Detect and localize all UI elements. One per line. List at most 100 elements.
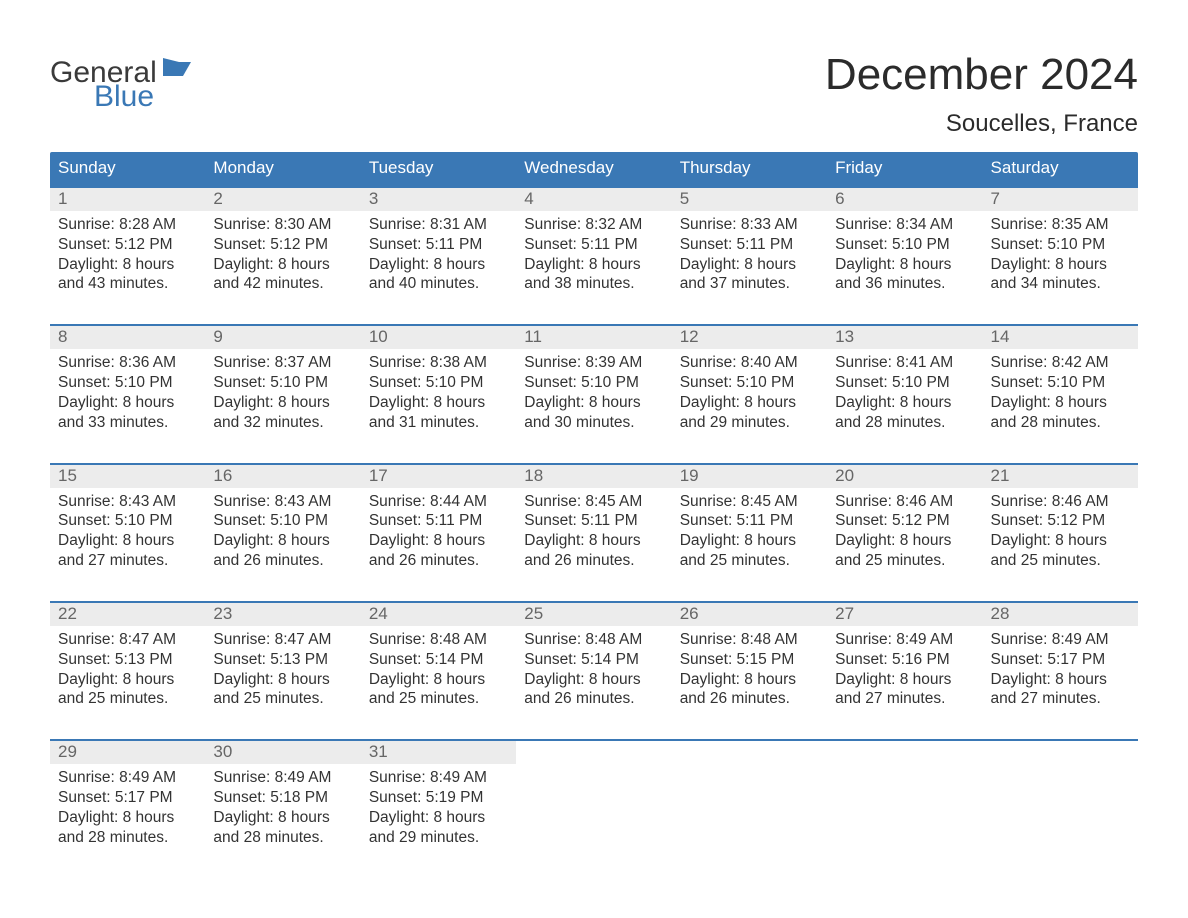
sunset-line: Sunset: 5:11 PM [524, 235, 663, 255]
sunset-line: Sunset: 5:10 PM [58, 511, 197, 531]
daylight-line-2: and 36 minutes. [835, 274, 974, 294]
sunrise-line: Sunrise: 8:45 AM [524, 492, 663, 512]
sunrise-line: Sunrise: 8:33 AM [680, 215, 819, 235]
sunrise-line: Sunrise: 8:49 AM [835, 630, 974, 650]
daylight-line-2: and 31 minutes. [369, 413, 508, 433]
day-info: Sunrise: 8:35 AMSunset: 5:10 PMDaylight:… [991, 215, 1130, 294]
daylight-line-1: Daylight: 8 hours [835, 393, 974, 413]
day-info: Sunrise: 8:34 AMSunset: 5:10 PMDaylight:… [835, 215, 974, 294]
daylight-line-1: Daylight: 8 hours [369, 531, 508, 551]
day-number: 25 [516, 603, 671, 626]
day-number: 2 [205, 188, 360, 211]
calendar-cell: 7 Sunrise: 8:35 AMSunset: 5:10 PMDaylight… [983, 188, 1138, 308]
day-info: Sunrise: 8:36 AMSunset: 5:10 PMDaylight:… [58, 353, 197, 432]
sunset-line: Sunset: 5:10 PM [991, 373, 1130, 393]
sunset-line: Sunset: 5:13 PM [213, 650, 352, 670]
calendar-cell-empty [983, 741, 1138, 861]
calendar-cell: 30Sunrise: 8:49 AMSunset: 5:18 PMDayligh… [205, 741, 360, 861]
calendar-cell-empty [827, 741, 982, 861]
sunset-line: Sunset: 5:14 PM [524, 650, 663, 670]
daylight-line-1: Daylight: 8 hours [58, 531, 197, 551]
daylight-line-2: and 27 minutes. [58, 551, 197, 571]
day-info: Sunrise: 8:31 AMSunset: 5:11 PMDaylight:… [369, 215, 508, 294]
sunset-line: Sunset: 5:16 PM [835, 650, 974, 670]
sunset-line: Sunset: 5:10 PM [213, 373, 352, 393]
day-info: Sunrise: 8:49 AMSunset: 5:19 PMDaylight:… [369, 768, 508, 847]
day-number: 5 [672, 188, 827, 211]
daylight-line-2: and 26 minutes. [213, 551, 352, 571]
day-number: 7 [983, 188, 1138, 211]
day-info: Sunrise: 8:49 AMSunset: 5:16 PMDaylight:… [835, 630, 974, 709]
sunset-line: Sunset: 5:11 PM [369, 511, 508, 531]
day-info: Sunrise: 8:49 AMSunset: 5:17 PMDaylight:… [58, 768, 197, 847]
logo-word-blue: Blue [94, 82, 191, 112]
daylight-line-1: Daylight: 8 hours [369, 808, 508, 828]
day-number: 1 [50, 188, 205, 211]
calendar-cell: 31Sunrise: 8:49 AMSunset: 5:19 PMDayligh… [361, 741, 516, 861]
day-info: Sunrise: 8:32 AMSunset: 5:11 PMDaylight:… [524, 215, 663, 294]
logo: General Blue [50, 58, 191, 112]
day-number: 4 [516, 188, 671, 211]
daylight-line-1: Daylight: 8 hours [991, 255, 1130, 275]
day-info: Sunrise: 8:47 AMSunset: 5:13 PMDaylight:… [213, 630, 352, 709]
daylight-line-1: Daylight: 8 hours [369, 255, 508, 275]
day-info: Sunrise: 8:40 AMSunset: 5:10 PMDaylight:… [680, 353, 819, 432]
day-number: 28 [983, 603, 1138, 626]
day-number: 18 [516, 465, 671, 488]
sunset-line: Sunset: 5:10 PM [835, 235, 974, 255]
sunrise-line: Sunrise: 8:44 AM [369, 492, 508, 512]
day-number: 23 [205, 603, 360, 626]
week-row: 8Sunrise: 8:36 AMSunset: 5:10 PMDaylight… [50, 324, 1138, 446]
calendar: Sunday Monday Tuesday Wednesday Thursday… [50, 152, 1138, 862]
day-number: 27 [827, 603, 982, 626]
daylight-line-1: Daylight: 8 hours [213, 393, 352, 413]
daylight-line-2: and 26 minutes. [369, 551, 508, 571]
daylight-line-2: and 25 minutes. [991, 551, 1130, 571]
page: General Blue December 2024 Soucelles, Fr… [0, 0, 1188, 902]
sunrise-line: Sunrise: 8:39 AM [524, 353, 663, 373]
day-info: Sunrise: 8:38 AMSunset: 5:10 PMDaylight:… [369, 353, 508, 432]
day-number: 29 [50, 741, 205, 764]
daylight-line-1: Daylight: 8 hours [369, 393, 508, 413]
daylight-line-2: and 29 minutes. [680, 413, 819, 433]
sunset-line: Sunset: 5:12 PM [213, 235, 352, 255]
day-info: Sunrise: 8:43 AMSunset: 5:10 PMDaylight:… [58, 492, 197, 571]
week-row: 22Sunrise: 8:47 AMSunset: 5:13 PMDayligh… [50, 601, 1138, 723]
daylight-line-1: Daylight: 8 hours [58, 670, 197, 690]
calendar-cell: 11Sunrise: 8:39 AMSunset: 5:10 PMDayligh… [516, 326, 671, 446]
week-row: 29 Sunrise: 8:49 AMSunset: 5:17 PMDayligh… [50, 739, 1138, 861]
day-number: 11 [516, 326, 671, 349]
sunrise-line: Sunrise: 8:48 AM [680, 630, 819, 650]
day-info: Sunrise: 8:46 AMSunset: 5:12 PMDaylight:… [991, 492, 1130, 571]
calendar-cell: 5 Sunrise: 8:33 AMSunset: 5:11 PMDaylight… [672, 188, 827, 308]
daylight-line-2: and 28 minutes. [213, 828, 352, 848]
sunset-line: Sunset: 5:17 PM [991, 650, 1130, 670]
calendar-cell: 6Sunrise: 8:34 AMSunset: 5:10 PMDaylight… [827, 188, 982, 308]
week-row: 15Sunrise: 8:43 AMSunset: 5:10 PMDayligh… [50, 463, 1138, 585]
logo-text-stack: General Blue [50, 58, 191, 112]
calendar-cell: 21 Sunrise: 8:46 AMSunset: 5:12 PMDayligh… [983, 465, 1138, 585]
sunrise-line: Sunrise: 8:48 AM [524, 630, 663, 650]
daylight-line-2: and 25 minutes. [369, 689, 508, 709]
day-number: 21 [983, 465, 1138, 488]
day-info: Sunrise: 8:33 AMSunset: 5:11 PMDaylight:… [680, 215, 819, 294]
calendar-cell-empty [672, 741, 827, 861]
day-number: 22 [50, 603, 205, 626]
sunset-line: Sunset: 5:18 PM [213, 788, 352, 808]
daylight-line-1: Daylight: 8 hours [524, 531, 663, 551]
daylight-line-1: Daylight: 8 hours [524, 670, 663, 690]
daylight-line-1: Daylight: 8 hours [835, 670, 974, 690]
calendar-cell: 1Sunrise: 8:28 AMSunset: 5:12 PMDaylight… [50, 188, 205, 308]
sunrise-line: Sunrise: 8:43 AM [58, 492, 197, 512]
daylight-line-1: Daylight: 8 hours [835, 531, 974, 551]
daylight-line-1: Daylight: 8 hours [680, 531, 819, 551]
calendar-cell: 8Sunrise: 8:36 AMSunset: 5:10 PMDaylight… [50, 326, 205, 446]
sunrise-line: Sunrise: 8:38 AM [369, 353, 508, 373]
daylight-line-2: and 25 minutes. [213, 689, 352, 709]
day-info: Sunrise: 8:46 AMSunset: 5:12 PMDaylight:… [835, 492, 974, 571]
daylight-line-1: Daylight: 8 hours [991, 670, 1130, 690]
calendar-cell: 20Sunrise: 8:46 AMSunset: 5:12 PMDayligh… [827, 465, 982, 585]
day-number: 3 [361, 188, 516, 211]
sunrise-line: Sunrise: 8:47 AM [58, 630, 197, 650]
sunset-line: Sunset: 5:10 PM [835, 373, 974, 393]
